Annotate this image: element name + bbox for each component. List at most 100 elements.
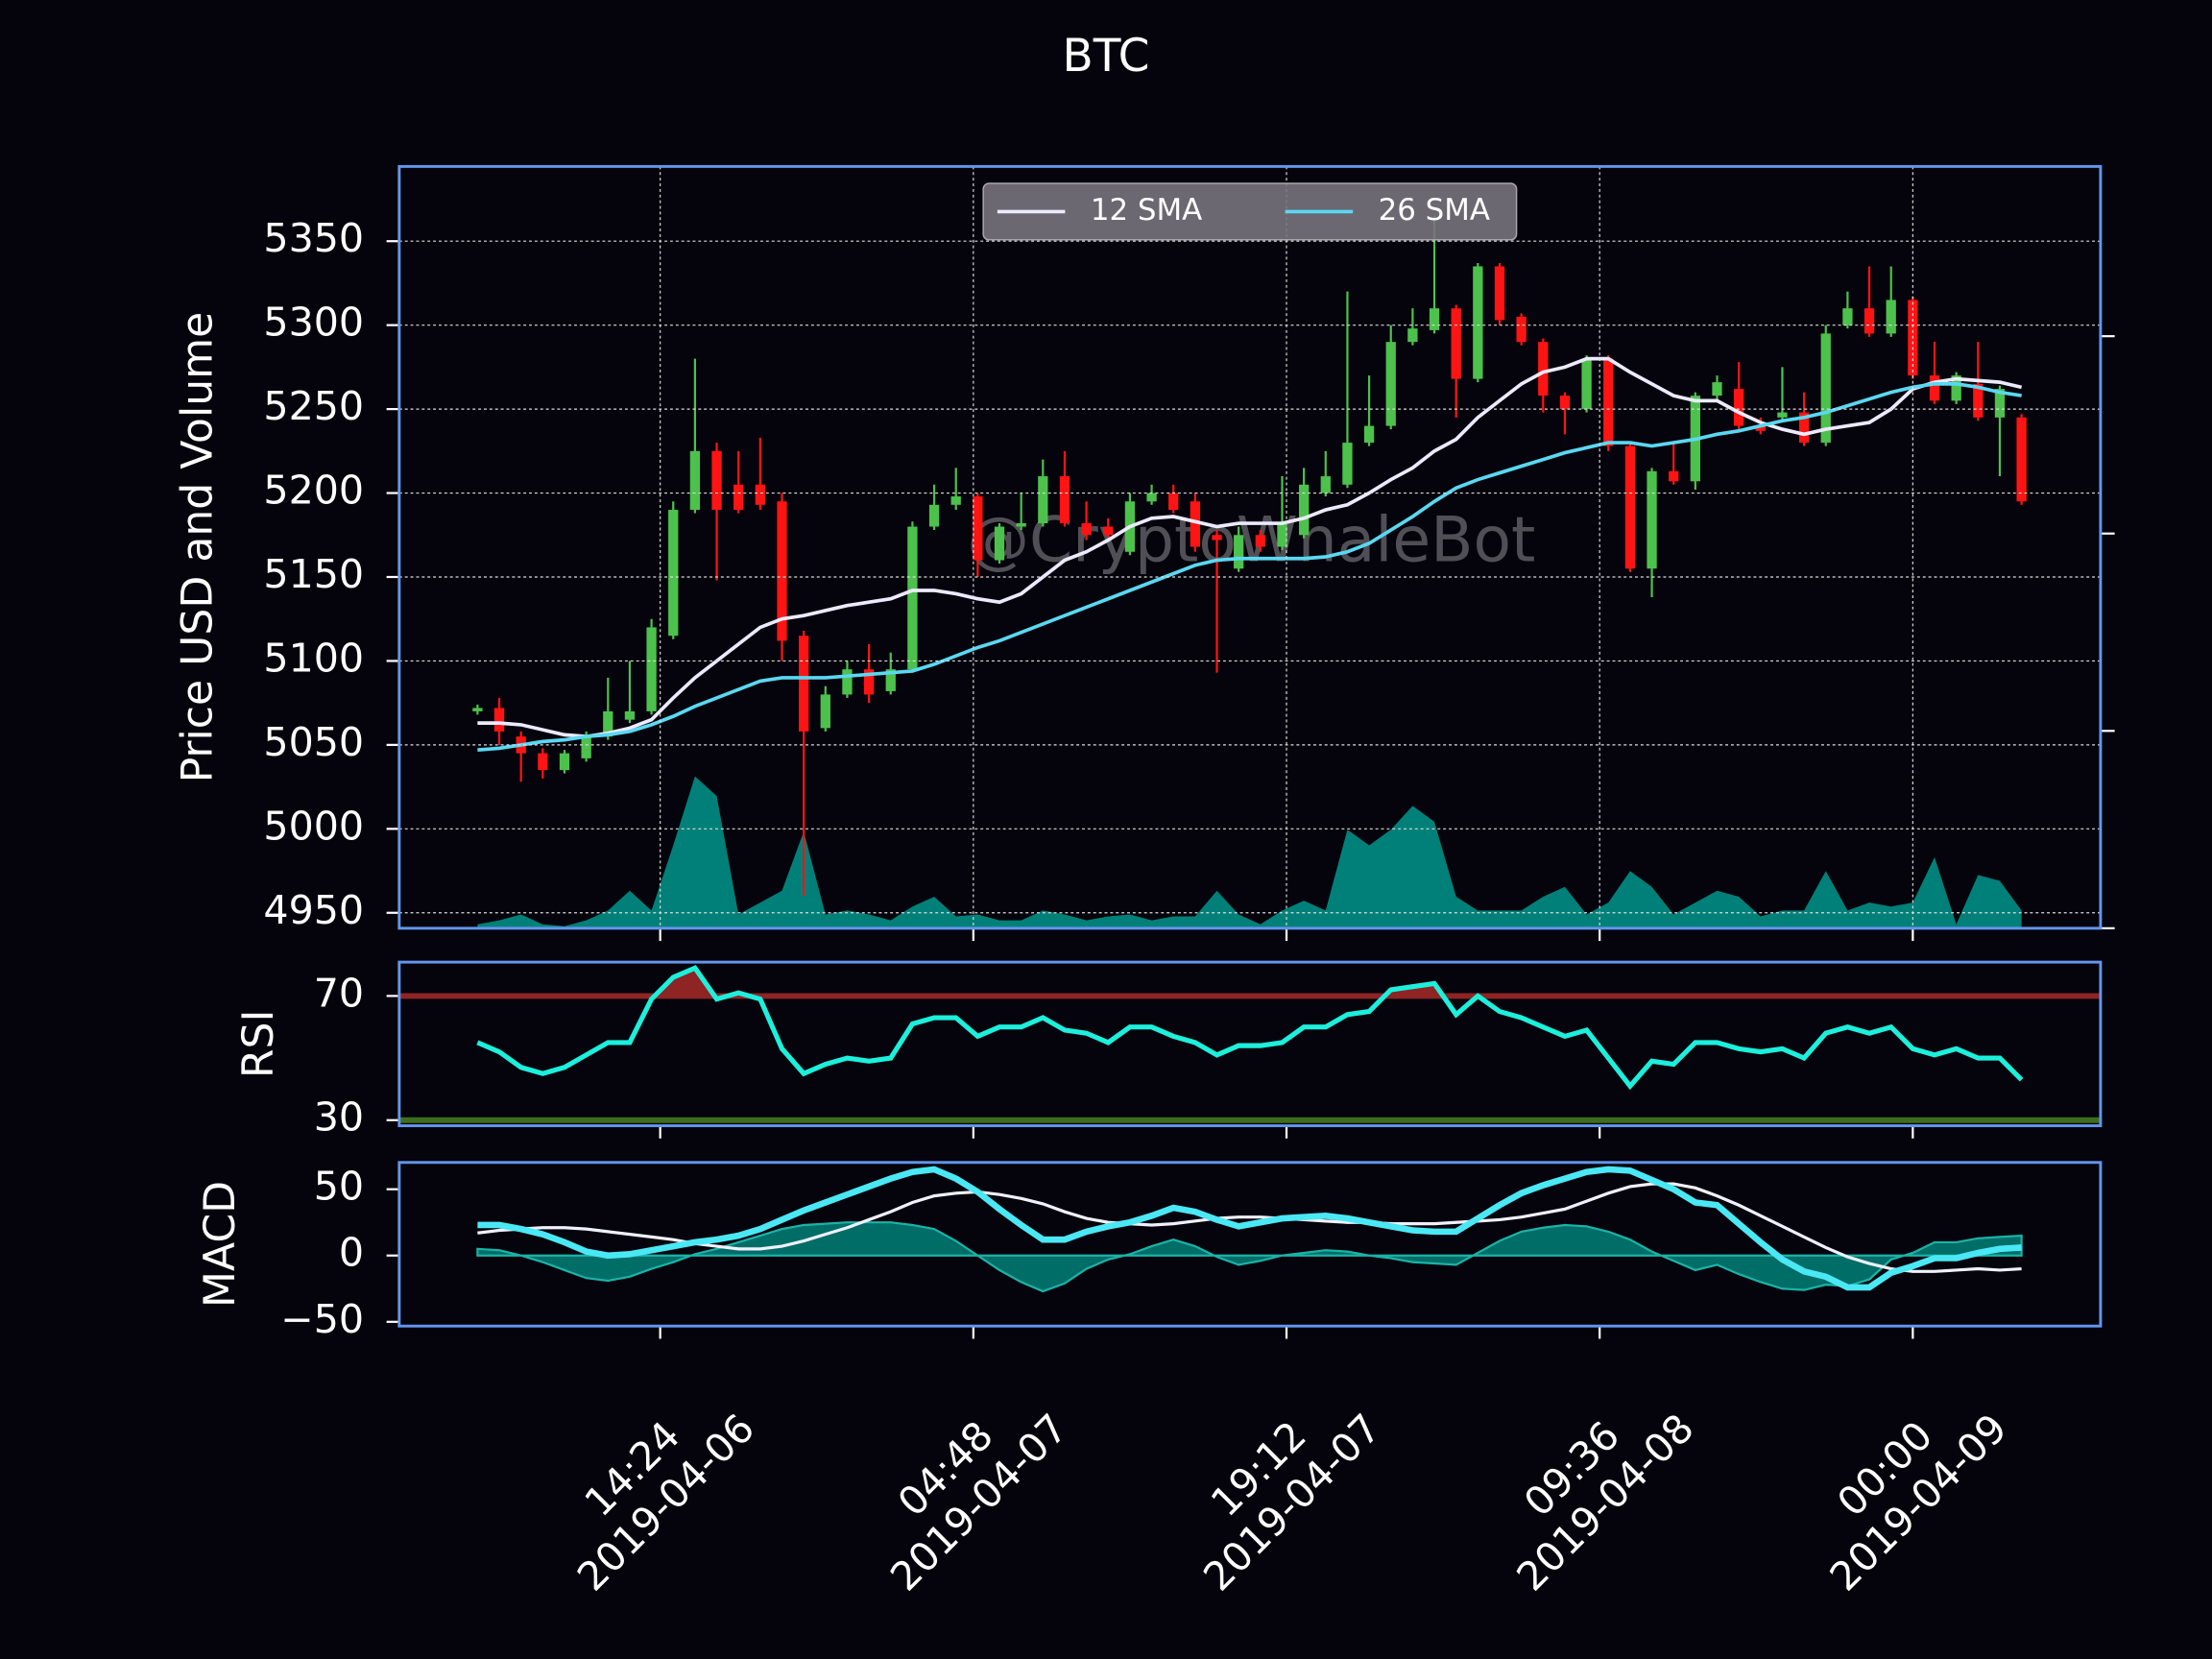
candle-body [1255, 535, 1265, 547]
candle-body [777, 501, 787, 641]
candle-body [1103, 526, 1114, 536]
candle-body [1929, 375, 1940, 401]
candle-body [472, 708, 483, 711]
candle-body [1863, 308, 1875, 334]
histogram-area [476, 1221, 2023, 1293]
candle-body [733, 484, 744, 511]
volume-area [477, 776, 2022, 928]
plot-area [472, 215, 2027, 928]
candle-body [1669, 470, 1679, 482]
candle-body [1407, 328, 1418, 343]
candle-body [559, 753, 570, 771]
candle-body [711, 450, 722, 511]
y-axis-label: MACD [196, 1181, 245, 1308]
candle-body [950, 496, 961, 505]
legend-label: 26 SMA [1379, 193, 1490, 228]
y-tick-label: 0 [339, 1230, 364, 1276]
candle-body [1146, 493, 1157, 502]
y-tick-label: 4950 [263, 887, 364, 933]
chart-title: BTC [1062, 30, 1149, 83]
candle-body [1647, 470, 1657, 569]
y-tick-label: −50 [280, 1296, 364, 1342]
candle-body [1385, 342, 1396, 426]
candle-body [973, 496, 983, 561]
candle-body [1016, 523, 1026, 527]
y-tick-label: 5100 [263, 635, 364, 681]
candle-body [907, 526, 918, 670]
candle-body [493, 708, 505, 732]
candle-body [820, 694, 830, 729]
candle-body [1342, 443, 1353, 485]
y-axis-label: RSI [234, 1010, 283, 1079]
panel: 4950 5000 5050 5100 5150 5200 5250 5300 5350 Pric… [174, 164, 2115, 942]
legend-label: 12 SMA [1091, 193, 1202, 228]
y-axis-label: Price USD and Volume [174, 312, 223, 783]
candle-body [538, 753, 548, 771]
candle-body [1624, 445, 1636, 569]
candle-body [1820, 333, 1831, 444]
y-tick-label: 5250 [263, 383, 364, 429]
y-tick-label: 5000 [263, 803, 364, 849]
panel-border [397, 960, 2103, 1128]
candle-body [689, 450, 701, 511]
candle-body [1973, 383, 1984, 418]
candle-body [603, 710, 613, 737]
y-tick-label: 30 [314, 1094, 364, 1141]
y-tick-label: 5050 [263, 719, 364, 765]
candle-body [1320, 476, 1331, 493]
y-tick-label: 50 [314, 1164, 364, 1210]
candle-body [842, 669, 853, 695]
candle-body [1581, 358, 1592, 410]
candle-body [799, 636, 809, 732]
panel-border [397, 1161, 2103, 1328]
candle-body [1451, 308, 1461, 379]
candle-body [646, 627, 657, 711]
plot-area [398, 965, 2101, 1123]
candle-body [1168, 493, 1179, 511]
candle-body [1473, 266, 1483, 379]
candle-body [1603, 358, 1614, 446]
candle-body [1212, 535, 1222, 541]
rsi-line [476, 965, 2024, 1091]
sma-line [477, 382, 2022, 752]
candle-body [994, 526, 1005, 561]
y-tick-label: 5200 [263, 468, 364, 514]
legend-box [982, 182, 1518, 241]
candle-body [1363, 425, 1375, 444]
y-tick-label: 70 [314, 970, 364, 1016]
candle-body [1516, 316, 1527, 343]
candle-body [1712, 382, 1722, 397]
candle-body [668, 510, 679, 637]
candle-body [885, 669, 896, 691]
candle-body [1190, 501, 1201, 547]
candle-body [1038, 476, 1048, 524]
macd-line [477, 1166, 2022, 1291]
legend: 12 SMA 26 SMA [982, 182, 1518, 241]
candle-body [1277, 523, 1287, 547]
candle-body [1429, 308, 1440, 330]
candle-body [755, 484, 765, 505]
candle-body [1734, 389, 1744, 426]
candle-body [1298, 484, 1310, 536]
candle-body [581, 736, 591, 758]
candle-body [1538, 342, 1549, 397]
candle-body [2016, 417, 2027, 502]
plot-area [476, 1166, 2023, 1293]
candle-body [928, 504, 940, 527]
candle-body [1234, 535, 1244, 569]
candle-body [1081, 523, 1092, 536]
candle-body [1798, 412, 1810, 444]
candle-body [1886, 300, 1896, 334]
y-tick-label: 5300 [263, 300, 364, 346]
candle-body [1777, 412, 1788, 418]
panel-border [397, 164, 2103, 930]
panel: 50 0 −50 MACD [196, 1161, 2103, 1342]
y-tick-label: 5350 [263, 215, 364, 261]
candle-body [1494, 266, 1505, 321]
y-tick-label: 5150 [263, 551, 364, 597]
candle-body [1994, 389, 2006, 418]
panel: 30 70 RSI [234, 960, 2103, 1141]
